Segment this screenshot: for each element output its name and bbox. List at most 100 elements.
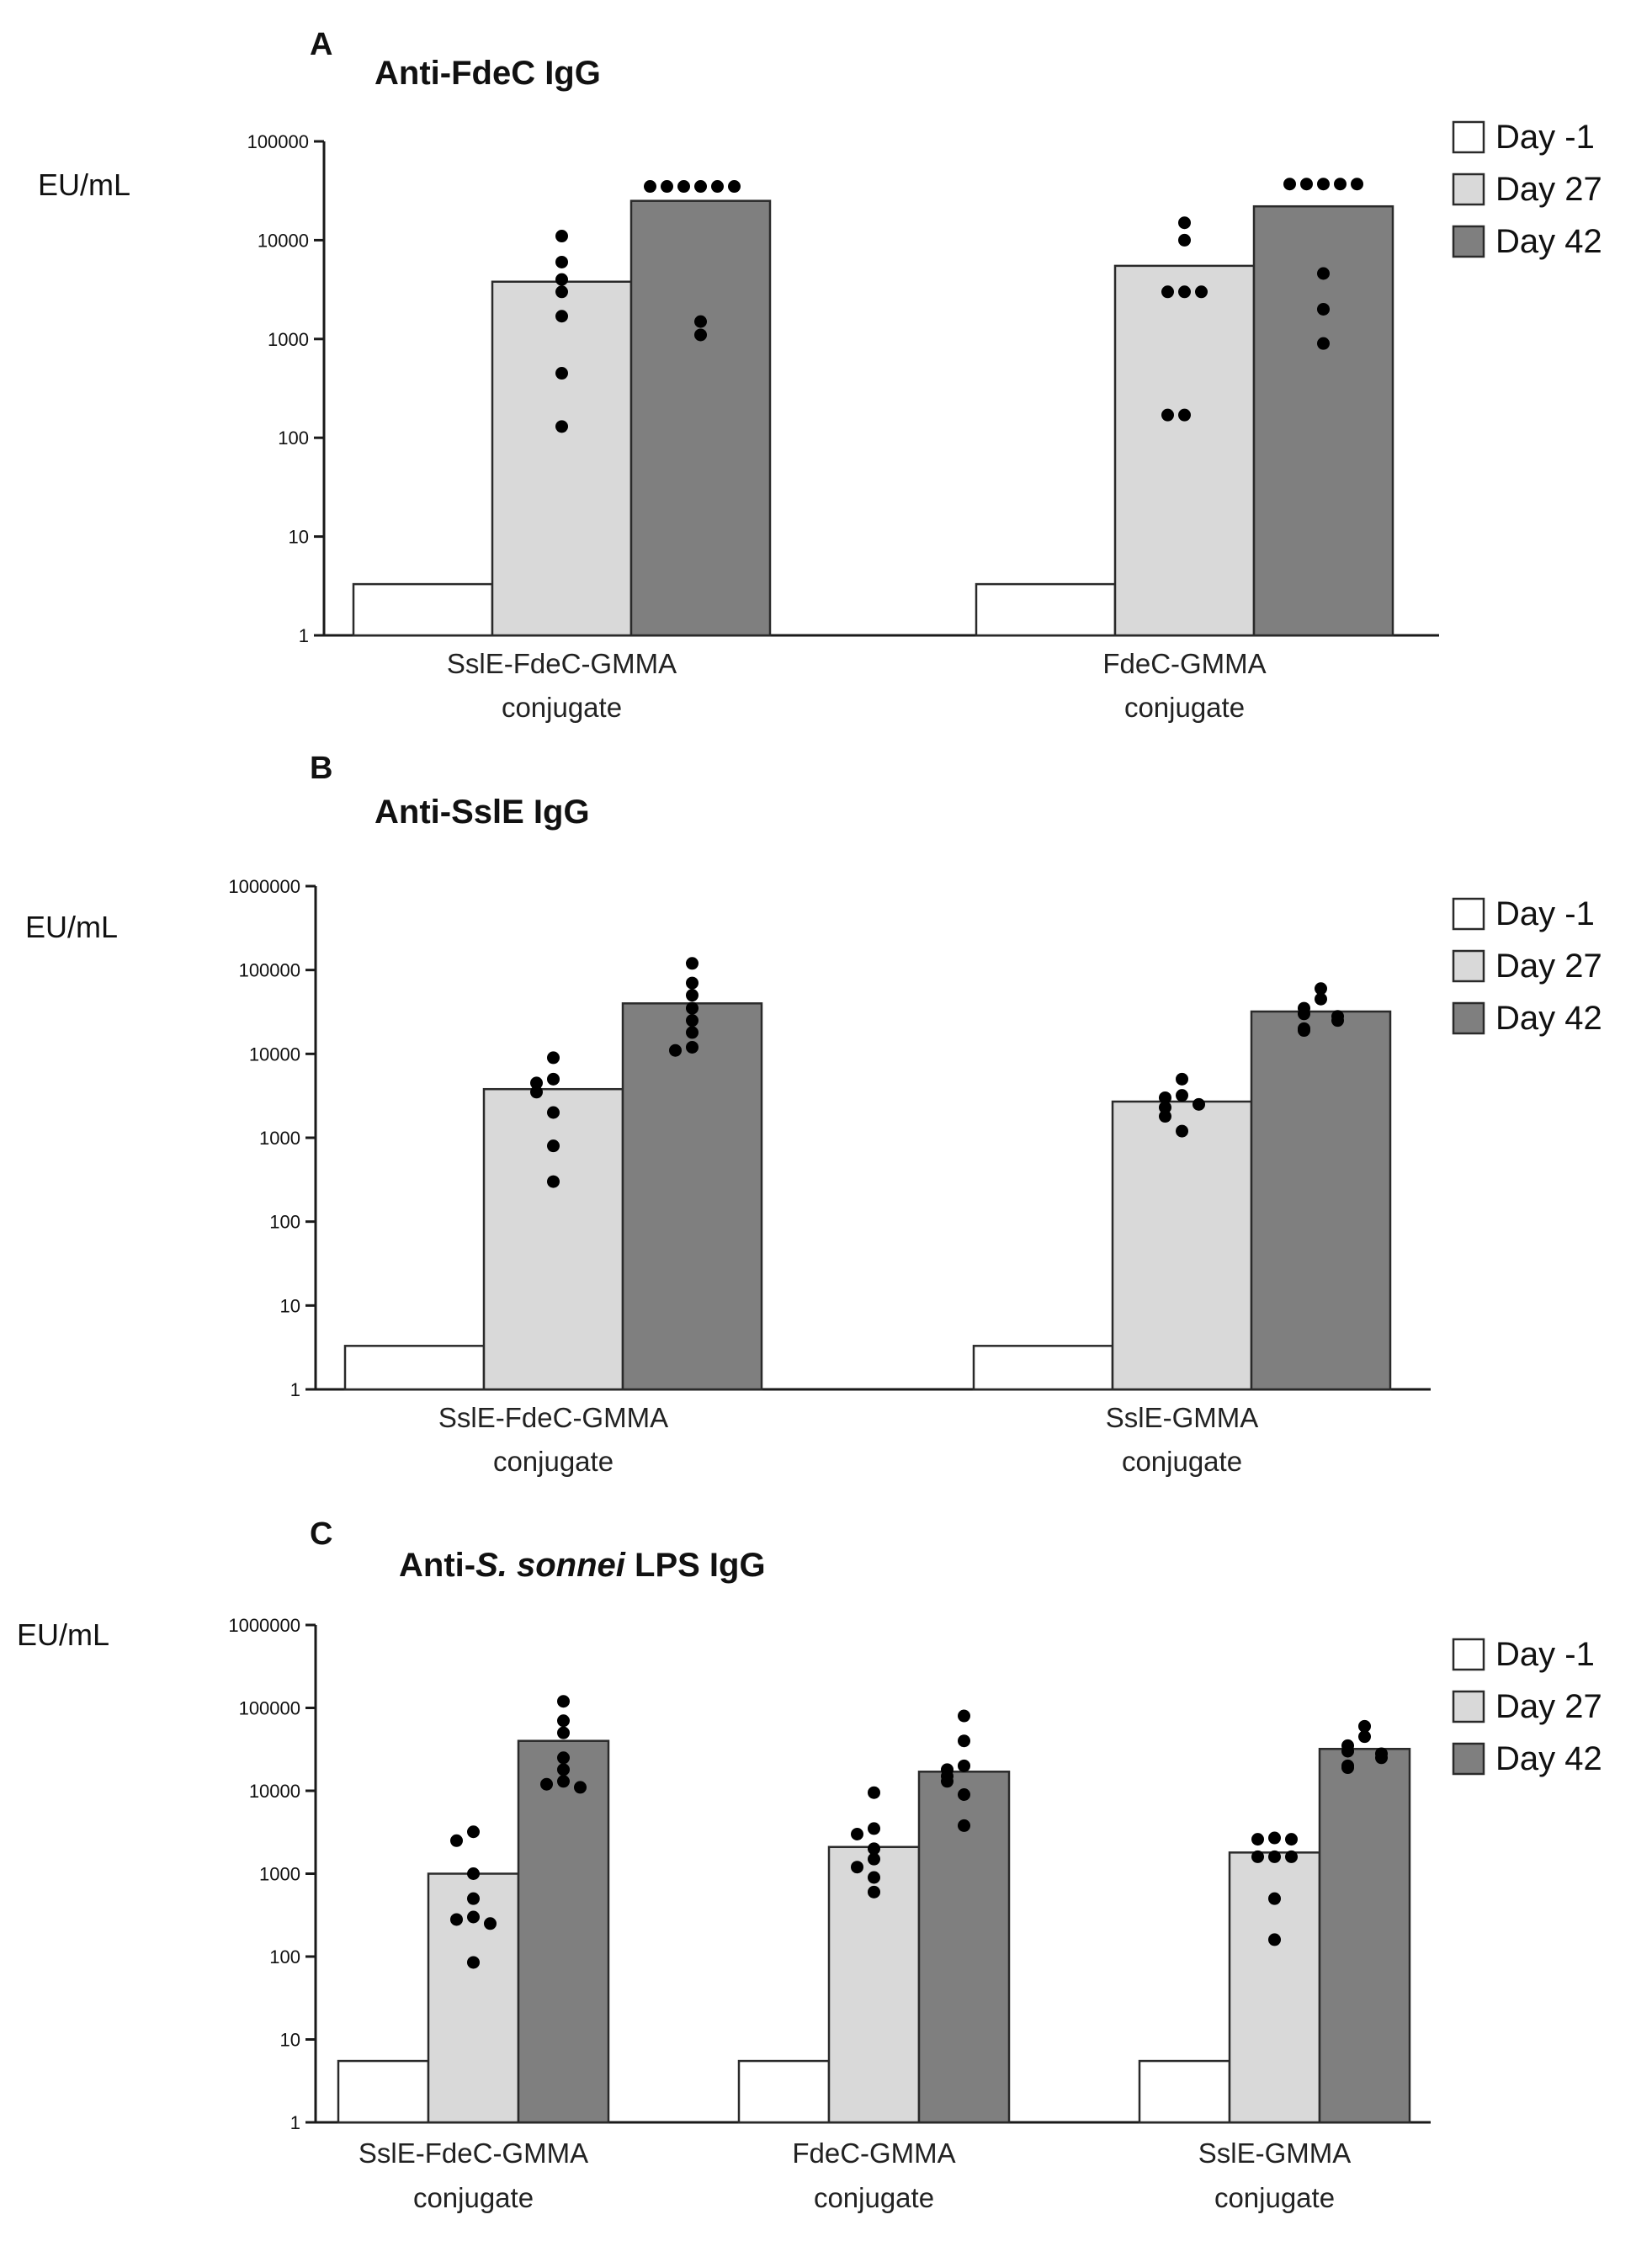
bar-dayminus1 xyxy=(343,1345,486,1391)
data-point xyxy=(1161,408,1174,422)
data-point xyxy=(557,1726,570,1739)
panel-title: Anti-SslE IgG xyxy=(374,794,590,831)
data-point xyxy=(557,1751,570,1765)
legend-label: Day 27 xyxy=(1495,948,1602,985)
data-point xyxy=(1358,1719,1371,1733)
y-tick-label: 1000000 xyxy=(228,1615,300,1636)
panel-title: Anti-FdeC IgG xyxy=(374,55,601,92)
panel-title-part: LPS IgG xyxy=(625,1547,766,1584)
data-point xyxy=(958,1788,970,1802)
legend-label: Day 42 xyxy=(1495,1740,1602,1777)
bar-dayminus1 xyxy=(352,582,494,637)
legend-swatch xyxy=(1452,949,1485,983)
y-tick-label: 10000 xyxy=(258,230,309,251)
legend-label: Day 42 xyxy=(1495,1000,1602,1037)
data-point xyxy=(1341,1744,1354,1758)
data-point xyxy=(555,420,568,433)
chart-panel-a: A Anti-FdeC IgG EU/mL 1 10 100 1000 10000 100000… xyxy=(38,27,1602,723)
data-point xyxy=(958,1759,970,1772)
data-point xyxy=(851,1861,863,1874)
panel-letter: B xyxy=(310,751,332,786)
legend-label: Day -1 xyxy=(1495,895,1595,932)
y-tick-label: 100000 xyxy=(239,1698,300,1719)
data-point xyxy=(1195,285,1208,299)
y-axis-unit-label: EU/mL xyxy=(17,1617,109,1652)
group-label-line1: SslE-FdeC-GMMA xyxy=(447,648,677,679)
data-point xyxy=(547,1175,560,1188)
group-label-line2: conjugate xyxy=(1122,1446,1242,1477)
data-point xyxy=(1285,1833,1298,1846)
data-point xyxy=(1351,178,1363,191)
data-point xyxy=(661,180,673,194)
data-point xyxy=(711,180,724,194)
data-point xyxy=(1285,1850,1298,1863)
data-point xyxy=(540,1777,553,1791)
data-point xyxy=(467,1956,480,1969)
legend-swatch xyxy=(1452,120,1485,154)
data-point xyxy=(1159,1101,1171,1114)
data-point xyxy=(1178,233,1191,247)
data-point xyxy=(557,1775,570,1788)
y-tick-label: 100 xyxy=(278,427,309,449)
data-point xyxy=(530,1076,543,1090)
data-point xyxy=(941,1775,953,1788)
bar-day42 xyxy=(621,1002,763,1391)
bar-day42 xyxy=(1318,1747,1411,2124)
y-tick-label: 100 xyxy=(269,1946,300,1968)
legend-swatch xyxy=(1452,1638,1485,1671)
data-point xyxy=(1176,1124,1188,1138)
data-point xyxy=(868,1885,880,1898)
data-point xyxy=(686,1014,699,1028)
data-point xyxy=(686,1040,699,1054)
data-point xyxy=(1178,285,1191,299)
data-point xyxy=(574,1781,587,1794)
group-label-line2: conjugate xyxy=(814,2182,934,2213)
legend-label: Day 42 xyxy=(1495,223,1602,260)
data-point xyxy=(1300,178,1313,191)
data-point xyxy=(1331,1014,1344,1028)
data-point xyxy=(851,1828,863,1841)
data-point xyxy=(555,230,568,243)
data-point xyxy=(467,1892,480,1905)
y-tick-label: 10 xyxy=(280,1295,300,1316)
data-point xyxy=(555,310,568,323)
group-label-line2: conjugate xyxy=(502,692,622,723)
bar-dayminus1 xyxy=(737,2059,831,2124)
group-label-line1: FdeC-GMMA xyxy=(792,2137,955,2169)
data-point xyxy=(1317,302,1330,316)
y-tick-label: 1 xyxy=(290,2112,300,2133)
y-tick-label: 10000 xyxy=(249,1043,300,1065)
group-label-line1: SslE-FdeC-GMMA xyxy=(438,1402,668,1433)
data-point xyxy=(1176,1072,1188,1086)
data-point xyxy=(868,1852,880,1866)
data-point xyxy=(1159,1091,1171,1104)
y-tick-label: 100000 xyxy=(239,960,300,981)
data-point xyxy=(547,1139,560,1153)
legend: Day -1 Day 27 Day 42 xyxy=(1452,1636,1602,1777)
group-label-line2: conjugate xyxy=(413,2182,534,2213)
y-tick-label: 100000 xyxy=(247,131,309,152)
data-point xyxy=(644,180,656,194)
data-point xyxy=(1268,1831,1281,1845)
data-point xyxy=(530,1086,543,1099)
data-point xyxy=(1268,1850,1281,1863)
data-point xyxy=(1341,1761,1354,1775)
data-point xyxy=(686,1001,699,1015)
data-point xyxy=(1283,178,1296,191)
data-point xyxy=(1298,1024,1310,1038)
data-point xyxy=(555,285,568,299)
data-point xyxy=(1358,1730,1371,1744)
panel-letter: A xyxy=(310,27,332,62)
y-axis-unit-label: EU/mL xyxy=(25,910,118,944)
data-point xyxy=(467,1910,480,1924)
panel-letter: C xyxy=(310,1516,332,1552)
chart-panel-b: B Anti-SslE IgG EU/mL 1 10 100 1000 10000 100000… xyxy=(25,751,1602,1477)
panel-title-part: S. sonnei xyxy=(475,1547,626,1584)
bar-day27 xyxy=(491,280,633,637)
data-point xyxy=(958,1734,970,1748)
data-point xyxy=(450,1834,463,1847)
bar-day27 xyxy=(1113,264,1256,637)
data-point xyxy=(1251,1833,1264,1846)
data-point xyxy=(557,1714,570,1728)
